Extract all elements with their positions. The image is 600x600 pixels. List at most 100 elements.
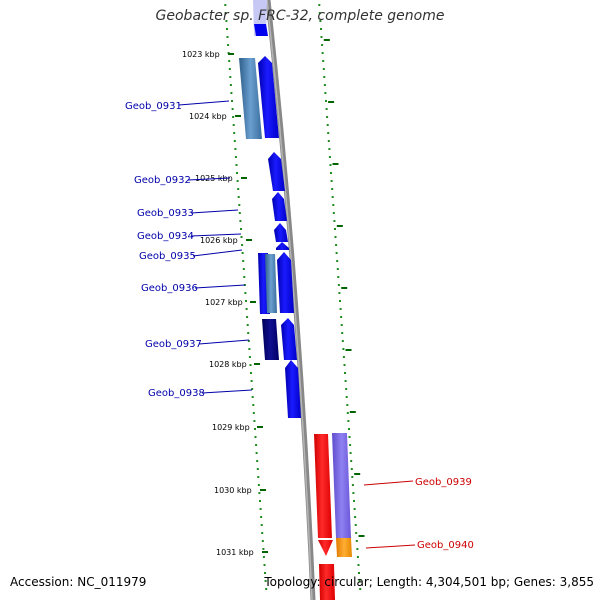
gene-arrow-geob-0939[interactable] bbox=[314, 434, 332, 538]
leader-line bbox=[363, 480, 414, 486]
track-dot bbox=[357, 564, 360, 566]
gene-arrow-geob-0937b[interactable] bbox=[281, 318, 297, 360]
gene-arrow-geob-0938[interactable] bbox=[285, 360, 301, 418]
track-dot bbox=[229, 84, 232, 86]
track-dot bbox=[251, 388, 254, 390]
gene-bar-geob-0931[interactable] bbox=[239, 58, 262, 139]
track-dot bbox=[332, 204, 335, 206]
gene-arrow-0930b[interactable] bbox=[254, 24, 268, 36]
track-dot bbox=[246, 324, 249, 326]
track-dot bbox=[355, 532, 358, 534]
track-dot bbox=[320, 36, 323, 38]
track-dot bbox=[252, 412, 255, 414]
track-dot bbox=[233, 140, 236, 142]
track-dot bbox=[352, 492, 355, 494]
track-dot bbox=[349, 452, 352, 454]
track-dot bbox=[234, 148, 237, 150]
track-dot bbox=[245, 308, 248, 310]
track-dot bbox=[356, 548, 359, 550]
gene-arrow-geob-0936c[interactable] bbox=[277, 252, 294, 313]
gene-bar-geob-0937[interactable] bbox=[262, 319, 279, 360]
track-dot bbox=[241, 252, 244, 254]
gene-arrow-geob-0933[interactable] bbox=[272, 192, 287, 221]
track-dot bbox=[346, 412, 349, 414]
track-dot bbox=[335, 244, 338, 246]
track-dot bbox=[231, 100, 233, 102]
track-dot bbox=[264, 580, 267, 582]
track-dot bbox=[261, 540, 264, 542]
track-dot bbox=[245, 300, 247, 302]
track-dot bbox=[342, 348, 345, 350]
track-dot bbox=[348, 436, 351, 438]
track-dot bbox=[338, 292, 341, 294]
gene-arrow-geob-0935[interactable] bbox=[276, 242, 289, 250]
track-dot bbox=[325, 100, 327, 102]
gene-bar-geob-0936b[interactable] bbox=[265, 254, 277, 313]
track-dot bbox=[225, 20, 228, 22]
gene-label-geob-0938[interactable]: Geob_0938 bbox=[148, 388, 205, 399]
track-dot bbox=[331, 188, 334, 190]
track-dot bbox=[322, 68, 325, 70]
gene-arrow-partial-bottom[interactable] bbox=[319, 564, 335, 600]
track-dot bbox=[354, 516, 357, 518]
track-dot bbox=[334, 228, 336, 230]
gene-label-geob-0932[interactable]: Geob_0932 bbox=[134, 175, 191, 186]
track-dot bbox=[226, 28, 228, 30]
gene-label-geob-0935[interactable]: Geob_0935 bbox=[139, 251, 196, 262]
track-dot bbox=[250, 380, 253, 382]
track-dot bbox=[230, 92, 233, 94]
track-dot bbox=[224, 12, 227, 14]
track-dots bbox=[224, 4, 365, 590]
kbp-tick-label: 1031 kbp bbox=[216, 548, 254, 557]
track-dot bbox=[232, 124, 235, 126]
track-dot bbox=[232, 116, 235, 118]
track-dot bbox=[247, 340, 250, 342]
track-dot bbox=[239, 220, 242, 222]
track-dot bbox=[262, 548, 265, 550]
gene-label-geob-0939[interactable]: Geob_0939 bbox=[415, 477, 472, 488]
track-dot bbox=[342, 356, 345, 358]
gene-arrow-geob-0931b[interactable] bbox=[258, 56, 279, 138]
track-dot bbox=[343, 364, 346, 366]
gene-label-geob-0933[interactable]: Geob_0933 bbox=[137, 208, 194, 219]
track-dot bbox=[319, 20, 322, 22]
gene-label-geob-0931[interactable]: Geob_0931 bbox=[125, 101, 182, 112]
gene-arrow-geob-0934[interactable] bbox=[274, 223, 288, 242]
gene-arrow-geob-0939-tip[interactable] bbox=[318, 540, 333, 556]
leader-line bbox=[201, 389, 253, 394]
leader-line bbox=[194, 284, 246, 289]
track-dot bbox=[229, 76, 232, 78]
track-dot bbox=[236, 172, 238, 174]
track-dot bbox=[260, 516, 263, 518]
track-dot bbox=[248, 348, 251, 350]
track-dot bbox=[323, 76, 326, 78]
track-dot bbox=[227, 44, 230, 46]
track-dot bbox=[328, 156, 331, 158]
track-dot bbox=[355, 540, 358, 542]
gene-label-geob-0940[interactable]: Geob_0940 bbox=[417, 540, 474, 551]
track-dot bbox=[339, 308, 342, 310]
gene-label-geob-0936[interactable]: Geob_0936 bbox=[141, 283, 198, 294]
track-dot bbox=[331, 196, 334, 198]
track-dot bbox=[237, 196, 240, 198]
track-dot bbox=[256, 460, 259, 462]
gene-label-geob-0934[interactable]: Geob_0934 bbox=[137, 231, 194, 242]
track-dot bbox=[238, 204, 241, 206]
track-dot bbox=[263, 564, 266, 566]
track-dot bbox=[335, 252, 338, 254]
track-dot bbox=[234, 156, 237, 158]
track-dot bbox=[228, 68, 231, 70]
track-dot bbox=[346, 404, 349, 406]
gene-bar-geob-0939b[interactable] bbox=[332, 433, 351, 538]
kbp-tick-label: 1024 kbp bbox=[189, 112, 227, 121]
track-dot bbox=[244, 292, 247, 294]
track-dot bbox=[247, 332, 250, 334]
gene-label-geob-0937[interactable]: Geob_0937 bbox=[145, 339, 202, 350]
map-title: Geobacter sp. FRC-32, complete genome bbox=[155, 8, 445, 24]
track-dot bbox=[241, 244, 244, 246]
gene-bar-geob-0940[interactable] bbox=[336, 538, 352, 557]
track-dot bbox=[261, 532, 264, 534]
track-dot bbox=[318, 12, 321, 14]
gene-arrow-geob-0932[interactable] bbox=[268, 152, 285, 191]
